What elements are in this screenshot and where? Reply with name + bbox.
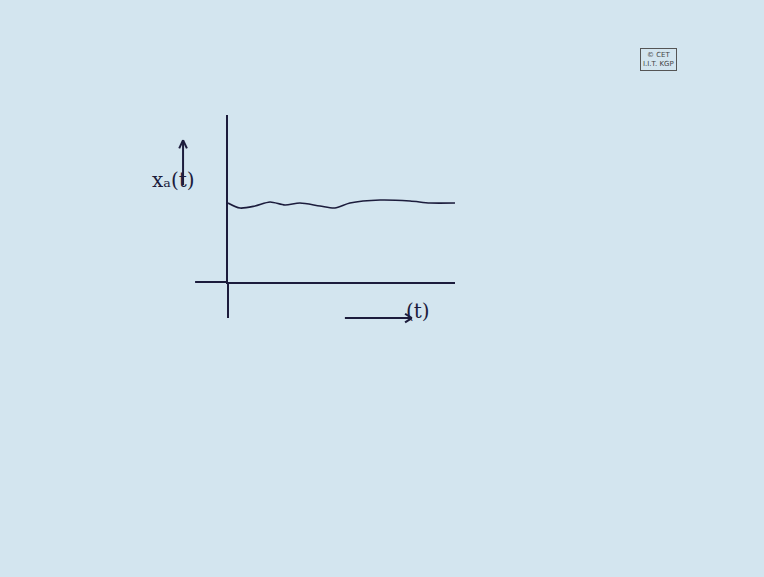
svg-text:(t): (t)	[406, 299, 430, 323]
svg-text:xₐ(t): xₐ(t)	[152, 168, 195, 192]
svg-text:© CETI.I.T. KGP: © CETI.I.T. KGP	[643, 51, 674, 68]
